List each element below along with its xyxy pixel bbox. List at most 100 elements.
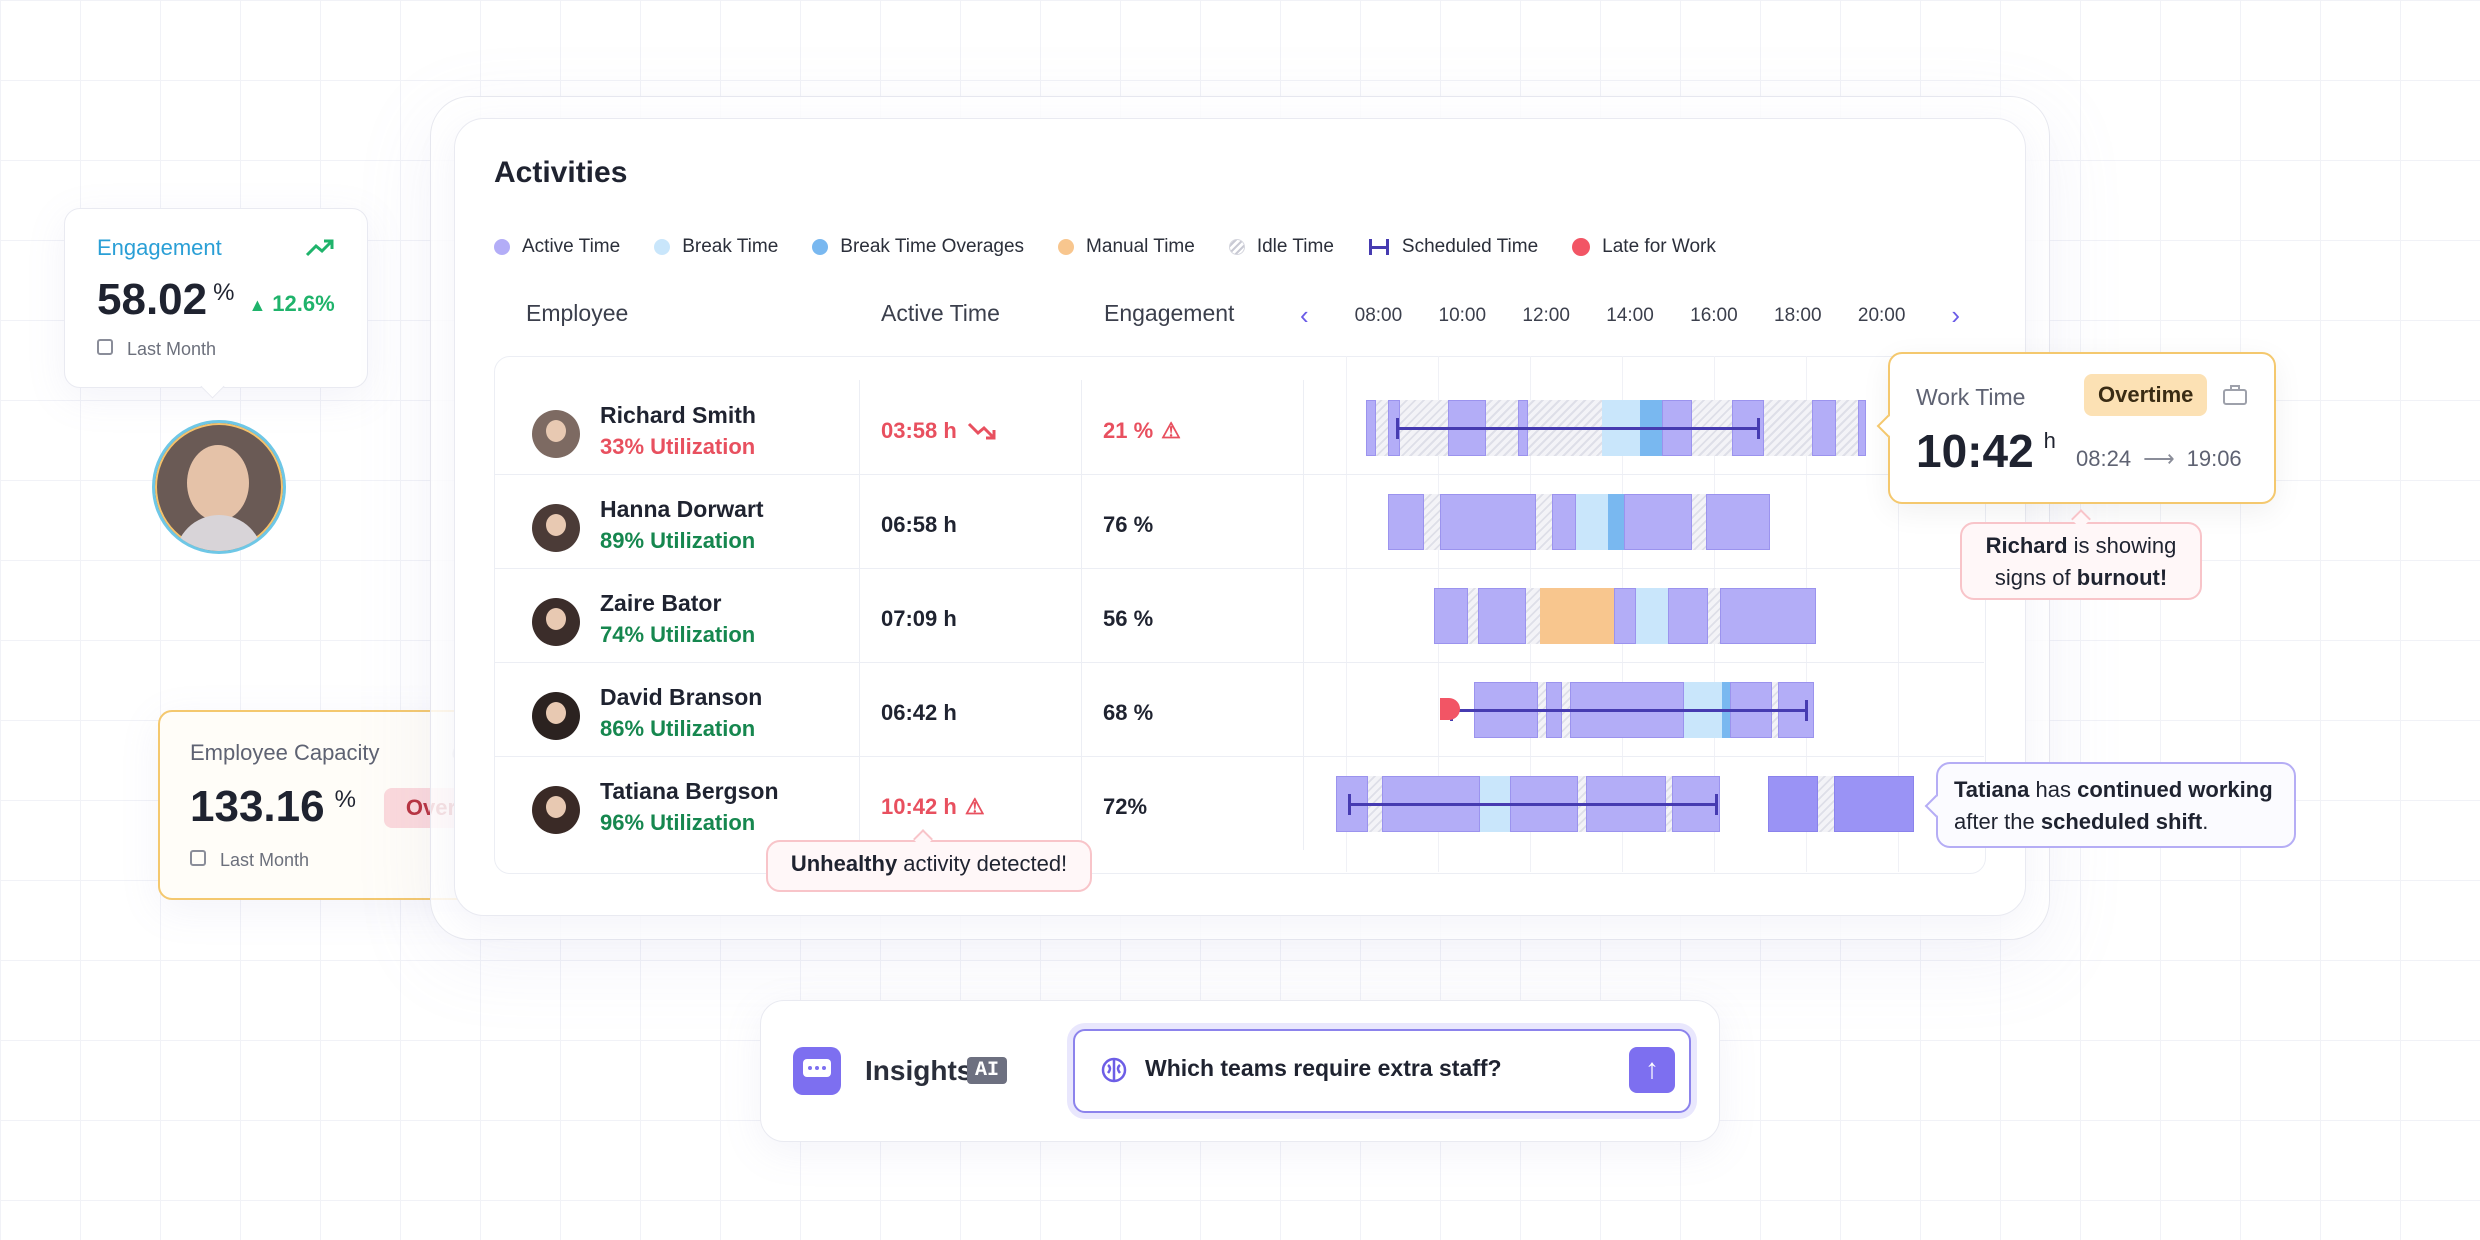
- callout-emphasis: burnout!: [2076, 565, 2168, 590]
- active-bar: [1552, 494, 1576, 550]
- callout-emphasis: Unhealthy: [790, 851, 898, 876]
- engagement-value: 21 %: [1103, 418, 1154, 443]
- overage-dot-icon: [812, 239, 829, 255]
- arrow-up-icon: ↑: [1645, 1053, 1659, 1084]
- callout-name: Tatiana: [1954, 777, 2030, 802]
- idle-bar: [1468, 588, 1478, 644]
- active-dot-icon: [494, 239, 510, 255]
- active-bar: [1624, 494, 1692, 550]
- continued-working-callout: Tatiana has continued working after the …: [1936, 762, 2296, 848]
- table-row[interactable]: Hanna Dorwart 89% Utilization 06:58 h 76…: [494, 474, 1984, 569]
- active-bar: [1388, 494, 1424, 550]
- legend-manual-time: Manual Time: [1058, 236, 1195, 258]
- trend-up-icon: [305, 239, 334, 257]
- chevron-right-icon[interactable]: ›: [1951, 300, 1961, 330]
- warning-icon: ⚠: [964, 794, 985, 819]
- table-row[interactable]: David Branson 86% Utilization 06:42 h 68…: [494, 662, 1984, 757]
- break-bar: [1576, 494, 1608, 550]
- capacity-unit: %: [334, 786, 356, 813]
- scheduled-bar: [1396, 418, 1760, 439]
- engagement-period: Last Month: [127, 339, 217, 359]
- idle-dot-icon: [1228, 239, 1245, 255]
- active-time-value: 03:58 h: [881, 418, 957, 443]
- calendar-icon: [97, 339, 113, 355]
- engagement-value: 58.02: [97, 275, 208, 324]
- work-time-card: Work Time Overtime 10:42 h 08:24 ⟶ 19:06: [1888, 352, 2276, 504]
- table-row[interactable]: Tatiana Bergson 96% Utilization 10:42 h …: [494, 756, 1984, 850]
- legend-late-for-work: Late for Work: [1572, 236, 1716, 258]
- column-divider: [1081, 380, 1082, 850]
- brain-icon: [1101, 1057, 1127, 1083]
- scheduled-icon: [1368, 239, 1389, 255]
- table-row[interactable]: Richard Smith 33% Utilization 03:58 h 21…: [494, 380, 1984, 475]
- work-time-unit: h: [2043, 428, 2056, 453]
- active-time-value: 06:42 h: [881, 700, 957, 725]
- time-label: 18:00: [1774, 304, 1822, 326]
- scheduled-bar: [1348, 794, 1718, 815]
- trend-down-icon: [967, 422, 996, 440]
- unhealthy-callout: Unhealthy activity detected!: [766, 840, 1092, 892]
- avatar: [532, 786, 580, 834]
- engagement-change: 12.6%: [272, 291, 335, 316]
- capacity-value: 133.16: [190, 782, 325, 831]
- ask-query[interactable]: Which teams require extra staff?: [1145, 1055, 1502, 1081]
- column-header-employee[interactable]: Employee: [526, 300, 629, 326]
- engagement-card: Engagement 58.02 % ▲ 12.6% Last Month: [64, 208, 368, 388]
- overtime-bar: [1768, 776, 1818, 832]
- engagement-value: 56 %: [1103, 606, 1154, 631]
- timeline-header: ‹ 08:00 10:00 12:00 14:00 16:00 18:00 20…: [1300, 300, 1960, 331]
- employee-name[interactable]: Zaire Bator: [600, 590, 722, 616]
- arrow-right-icon: ⟶: [2143, 446, 2175, 471]
- ai-tag: AI: [967, 1057, 1008, 1084]
- table-row[interactable]: Zaire Bator 74% Utilization 07:09 h 56 %: [494, 568, 1984, 663]
- idle-bar: [1708, 588, 1720, 644]
- column-header-active-time[interactable]: Active Time: [881, 300, 1000, 326]
- active-bar: [1668, 588, 1708, 644]
- manual-bar: [1540, 588, 1614, 644]
- legend-scheduled-time: Scheduled Time: [1368, 236, 1538, 258]
- overtime-badge: Overtime: [2084, 374, 2208, 416]
- active-bar: [1478, 588, 1526, 644]
- grid-line: [1346, 356, 1347, 872]
- scheduled-bar: [1450, 700, 1808, 721]
- engagement-value: 68 %: [1103, 700, 1154, 725]
- legend-break-overages: Break Time Overages: [812, 236, 1024, 258]
- active-bar: [1812, 400, 1836, 456]
- employee-name[interactable]: Richard Smith: [600, 402, 756, 428]
- manual-dot-icon: [1058, 239, 1075, 255]
- idle-bar: [1536, 494, 1552, 550]
- time-label: 12:00: [1522, 304, 1570, 326]
- avatar: [532, 692, 580, 740]
- employee-name[interactable]: David Branson: [600, 684, 763, 710]
- utilization: 74% Utilization: [600, 622, 756, 647]
- active-time-value: 10:42 h: [881, 794, 957, 819]
- ask-input[interactable]: Which teams require extra staff? ↑: [1073, 1029, 1691, 1113]
- work-time-title: Work Time: [1916, 384, 2026, 410]
- utilization: 86% Utilization: [600, 716, 756, 741]
- engagement-title: Engagement: [97, 235, 222, 260]
- callout-text: activity detected!: [897, 851, 1068, 876]
- employee-name[interactable]: Hanna Dorwart: [600, 496, 764, 522]
- break-bar: [1636, 588, 1668, 644]
- activities-title: Activities: [494, 156, 628, 189]
- idle-bar: [1818, 776, 1834, 832]
- callout-name: Richard: [1985, 533, 2068, 558]
- chevron-left-icon[interactable]: ‹: [1300, 300, 1309, 330]
- time-label: 08:00: [1354, 304, 1403, 326]
- overage-bar: [1608, 494, 1624, 550]
- shift-start: 08:24: [2076, 446, 2132, 471]
- featured-avatar[interactable]: [152, 420, 286, 554]
- send-button[interactable]: ↑: [1629, 1047, 1675, 1093]
- avatar: [532, 504, 580, 552]
- active-bar: [1614, 588, 1636, 644]
- insights-bar: Insights AI Which teams require extra st…: [760, 1000, 1720, 1142]
- active-bar: [1366, 400, 1376, 456]
- idle-bar: [1526, 588, 1540, 644]
- engagement-value: 76 %: [1103, 512, 1154, 537]
- column-divider: [1303, 380, 1304, 850]
- column-header-engagement[interactable]: Engagement: [1104, 300, 1235, 326]
- legend-break-time: Break Time: [654, 236, 778, 258]
- employee-name[interactable]: Tatiana Bergson: [600, 778, 779, 804]
- warning-icon: ⚠: [1161, 418, 1181, 443]
- engagement-unit: %: [213, 279, 235, 306]
